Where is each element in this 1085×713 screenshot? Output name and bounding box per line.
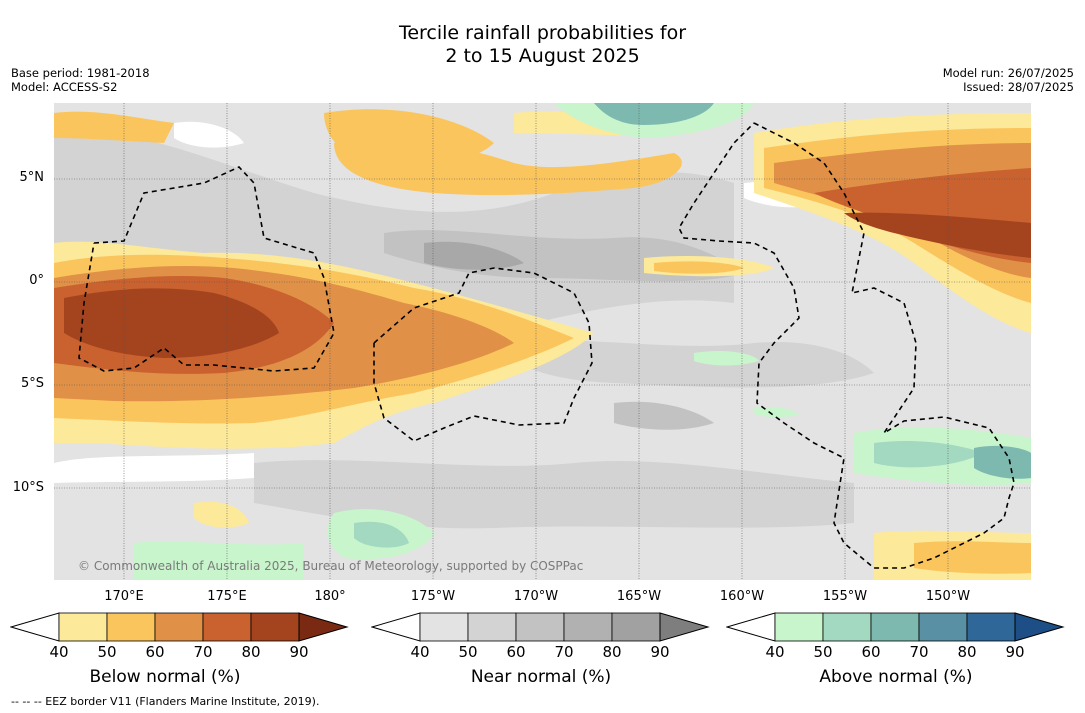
title-line-1: Tercile rainfall probabilities for xyxy=(398,22,687,44)
colorbar-tick-label: 90 xyxy=(289,643,309,661)
colorbar-tick-label: 50 xyxy=(813,643,833,661)
colorbar-segment xyxy=(467,612,517,642)
colorbar-tick-label: 80 xyxy=(957,643,977,661)
colorbar-tick-label: 60 xyxy=(861,643,881,661)
lon-label-175e: 175°E xyxy=(207,589,247,604)
colorbar-tick-label: 70 xyxy=(193,643,213,661)
above-normal-areas xyxy=(134,103,1031,580)
eez-note: -- -- -- EEZ border V11 (Flanders Marine… xyxy=(11,695,320,708)
colorbar-extend-low xyxy=(10,612,60,642)
lon-label-175w: 175°W xyxy=(410,589,456,604)
model-name: Model: ACCESS-S2 xyxy=(11,80,118,94)
base-period: Base period: 1981-2018 xyxy=(11,66,150,80)
colorbar-segment xyxy=(774,612,824,642)
below-normal-west xyxy=(54,109,774,449)
lon-label-150w: 150°W xyxy=(925,589,971,604)
colorbar-extend-high xyxy=(659,612,710,642)
colorbar-segment xyxy=(419,612,469,642)
colorbar-segment xyxy=(822,612,872,642)
lon-label-170w: 170°W xyxy=(513,589,559,604)
issued-date: Issued: 28/07/2025 xyxy=(963,80,1074,94)
colorbar-near-normal xyxy=(371,612,711,644)
model-run: Model run: 26/07/2025 xyxy=(942,66,1074,80)
lon-label-160w: 160°W xyxy=(719,589,765,604)
lat-label-10s: 10°S xyxy=(12,480,44,495)
colorbar-segment xyxy=(611,612,661,642)
lon-label-155w: 155°W xyxy=(822,589,868,604)
colorbar-extend-low xyxy=(371,612,421,642)
colorbar-segment xyxy=(966,612,1016,642)
colorbar-segment xyxy=(250,612,300,642)
colorbar-segment xyxy=(563,612,613,642)
colorbar-tick-label: 80 xyxy=(602,643,622,661)
colorbar-extend-low xyxy=(726,612,776,642)
colorbar-above-normal xyxy=(726,612,1066,644)
colorbar-tick-label: 60 xyxy=(506,643,526,661)
eez-borders xyxy=(78,122,1015,569)
colorbar-segment xyxy=(202,612,252,642)
lon-label-180: 180° xyxy=(314,589,346,604)
colorbar-tick-label: 90 xyxy=(650,643,670,661)
lon-label-165w: 165°W xyxy=(616,589,662,604)
copyright-notice: © Commonwealth of Australia 2025, Bureau… xyxy=(78,559,584,573)
colorbar-below-normal xyxy=(10,612,350,644)
lat-label-5s: 5°S xyxy=(20,376,44,391)
colorbar-tick-label: 50 xyxy=(97,643,117,661)
map-title: Tercile rainfall probabilities for 2 to … xyxy=(0,22,1085,68)
colorbar-tick-label: 60 xyxy=(145,643,165,661)
colorbar-tick-label: 40 xyxy=(49,643,69,661)
colorbar-label-below: Below normal (%) xyxy=(89,667,241,687)
colorbar-tick-label: 40 xyxy=(410,643,430,661)
colorbar-segment xyxy=(870,612,920,642)
colorbar-segment xyxy=(918,612,968,642)
colorbar-segment xyxy=(58,612,108,642)
title-line-2: 2 to 15 August 2025 xyxy=(445,45,640,67)
gridlines xyxy=(54,103,1031,580)
colorbar-extend-high xyxy=(1014,612,1065,642)
colorbar-label-near: Near normal (%) xyxy=(470,667,612,687)
colorbar-segment xyxy=(106,612,156,642)
colorbar-tick-label: 90 xyxy=(1005,643,1025,661)
colorbar-tick-label: 70 xyxy=(909,643,929,661)
colorbar-tick-label: 80 xyxy=(241,643,261,661)
meta-left: Base period: 1981-2018 Model: ACCESS-S2 xyxy=(11,66,150,94)
colorbar-tick-label: 70 xyxy=(554,643,574,661)
lat-label-5n: 5°N xyxy=(19,170,45,185)
meta-right: Model run: 26/07/2025 Issued: 28/07/2025 xyxy=(943,66,1074,94)
colorbar-extend-high xyxy=(298,612,349,642)
lat-label-0: 0° xyxy=(29,273,44,288)
below-normal-east xyxy=(194,113,1031,580)
probability-map xyxy=(54,103,1031,580)
colorbar-segment xyxy=(154,612,204,642)
colorbar-segment xyxy=(515,612,565,642)
colorbar-tick-label: 40 xyxy=(765,643,785,661)
lon-label-170e: 170°E xyxy=(104,589,144,604)
colorbar-label-above: Above normal (%) xyxy=(819,667,973,687)
colorbar-tick-label: 50 xyxy=(458,643,478,661)
